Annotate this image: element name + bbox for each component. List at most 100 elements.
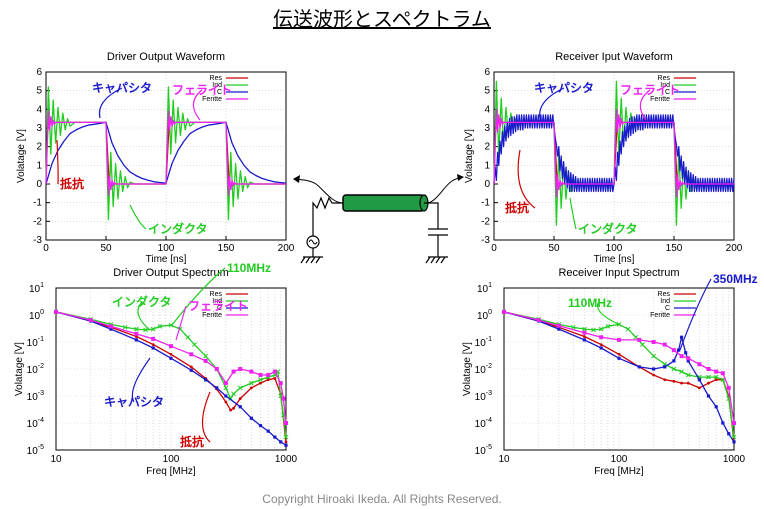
y-tick-label: -1 <box>33 198 42 209</box>
data-point-ind <box>640 342 645 347</box>
data-point-c <box>284 443 288 447</box>
y-tick-label: 5 <box>36 86 42 97</box>
data-point-ind <box>237 385 243 391</box>
data-point-ind <box>591 327 596 333</box>
data-point-ind <box>651 353 656 359</box>
data-point-c <box>273 435 277 439</box>
annotation-label: インダクタ <box>148 221 208 236</box>
series-line-c <box>503 311 735 443</box>
data-point-c <box>721 421 725 425</box>
data-point-c <box>652 367 656 371</box>
data-point-res <box>697 386 701 390</box>
legend-label: C <box>217 89 222 96</box>
data-point-c <box>732 440 736 444</box>
data-point-ind <box>150 326 156 332</box>
data-point-ind <box>671 366 677 372</box>
data-point-res <box>259 381 262 385</box>
annotation-pointer <box>569 197 577 230</box>
annotation-label: 110MHz <box>227 261 271 275</box>
y-tick-label: 6 <box>484 67 490 78</box>
x-tick-label: 50 <box>100 243 112 254</box>
y-tick-label: 10-2 <box>27 363 44 376</box>
data-point-c <box>714 405 718 409</box>
x-tick-label: 100 <box>606 243 623 254</box>
data-point-c <box>706 394 711 398</box>
data-point-c <box>266 429 270 433</box>
x-tick-label: 0 <box>491 243 497 254</box>
data-point-feritte <box>637 337 642 342</box>
y-tick-label: 10-2 <box>475 363 492 376</box>
annotation-label: フェライト <box>620 83 680 97</box>
data-point-ind <box>249 380 254 386</box>
legend-label: Feritte <box>202 312 222 319</box>
data-point-ind <box>706 374 711 380</box>
load-capacitor-icon <box>424 202 448 264</box>
data-point-feritte <box>726 385 731 390</box>
data-point-feritte <box>108 324 113 329</box>
data-point-feritte <box>720 371 725 376</box>
data-point-c <box>727 432 731 436</box>
chart-title: Driver Output Waveform <box>107 51 225 63</box>
data-point-c <box>677 348 681 352</box>
chart-title: Receiver Input Spectrum <box>558 267 679 279</box>
annotation-pointer <box>201 391 211 443</box>
y-tick-label: 0 <box>484 179 490 190</box>
data-point-feritte <box>651 340 656 344</box>
source-wave-glyph <box>308 239 318 245</box>
grid <box>55 287 286 451</box>
y-tick-label: 0 <box>36 179 42 190</box>
data-point-feritte <box>536 318 541 323</box>
legend-label: Ind <box>660 298 670 305</box>
data-point-c <box>151 346 155 350</box>
annotation-pointer <box>175 305 187 341</box>
chart-receiver-wave: 0 50 100 150 200 -3 -2 -1 0 1 2 3 4 5 6 Receiver Iput W… <box>464 51 743 265</box>
annotation-label: インダクタ <box>578 221 638 236</box>
plot-frame <box>55 287 287 451</box>
data-point-feritte <box>599 335 604 340</box>
chart-driver-spec: 10 100 1000 10-5 10-4 10-3 10-2 10-1 100 101 Drive… <box>14 261 298 477</box>
y-axis-label: Volatage [V] <box>16 129 27 183</box>
data-point-c <box>258 424 263 428</box>
data-point-ind <box>720 377 726 383</box>
data-point-feritte <box>556 323 561 328</box>
data-point-feritte <box>278 381 283 386</box>
data-point-ind <box>122 324 128 330</box>
annotation-label: フェライト <box>188 299 248 313</box>
data-point-res <box>617 352 621 356</box>
y-axis-label: Volatage [V] <box>14 342 25 396</box>
data-point-res <box>663 378 667 382</box>
annotation-label: フェライト <box>172 83 232 97</box>
data-point-c <box>238 405 242 409</box>
data-point-feritte <box>151 336 156 341</box>
data-point-feritte <box>502 309 506 314</box>
x-tick-label: 200 <box>278 243 295 254</box>
data-point-feritte <box>88 318 93 323</box>
x-tick-label: 150 <box>666 243 683 254</box>
data-point-c <box>557 327 561 331</box>
data-point-c <box>679 335 684 339</box>
data-point-feritte <box>617 337 621 342</box>
legend-label: C <box>665 305 670 312</box>
x-axis-label: Freq [MHz] <box>146 466 196 477</box>
data-point-feritte <box>54 309 58 314</box>
grid <box>503 287 734 451</box>
legend-label: Res <box>210 291 223 298</box>
y-tick-label: 2 <box>484 142 490 153</box>
legend-label: Ind <box>660 82 670 89</box>
annotation-label: 350MHz <box>713 272 758 286</box>
y-tick-label: 1 <box>36 160 42 171</box>
x-tick-label: 50 <box>548 243 560 254</box>
annotation-label: 110MHz <box>568 296 612 310</box>
data-point-res <box>224 400 228 404</box>
data-point-feritte <box>284 421 288 425</box>
data-point-ind <box>633 334 639 340</box>
annotation-label: キャパシタ <box>104 395 164 409</box>
y-tick-label: -2 <box>33 216 42 227</box>
y-tick-label: 101 <box>29 282 44 295</box>
data-point-feritte <box>223 381 228 386</box>
chart-title: Receiver Iput Waveform <box>555 51 673 63</box>
data-point-c <box>204 378 208 382</box>
transmission-line-schematic <box>293 174 464 264</box>
data-point-res <box>284 440 288 444</box>
